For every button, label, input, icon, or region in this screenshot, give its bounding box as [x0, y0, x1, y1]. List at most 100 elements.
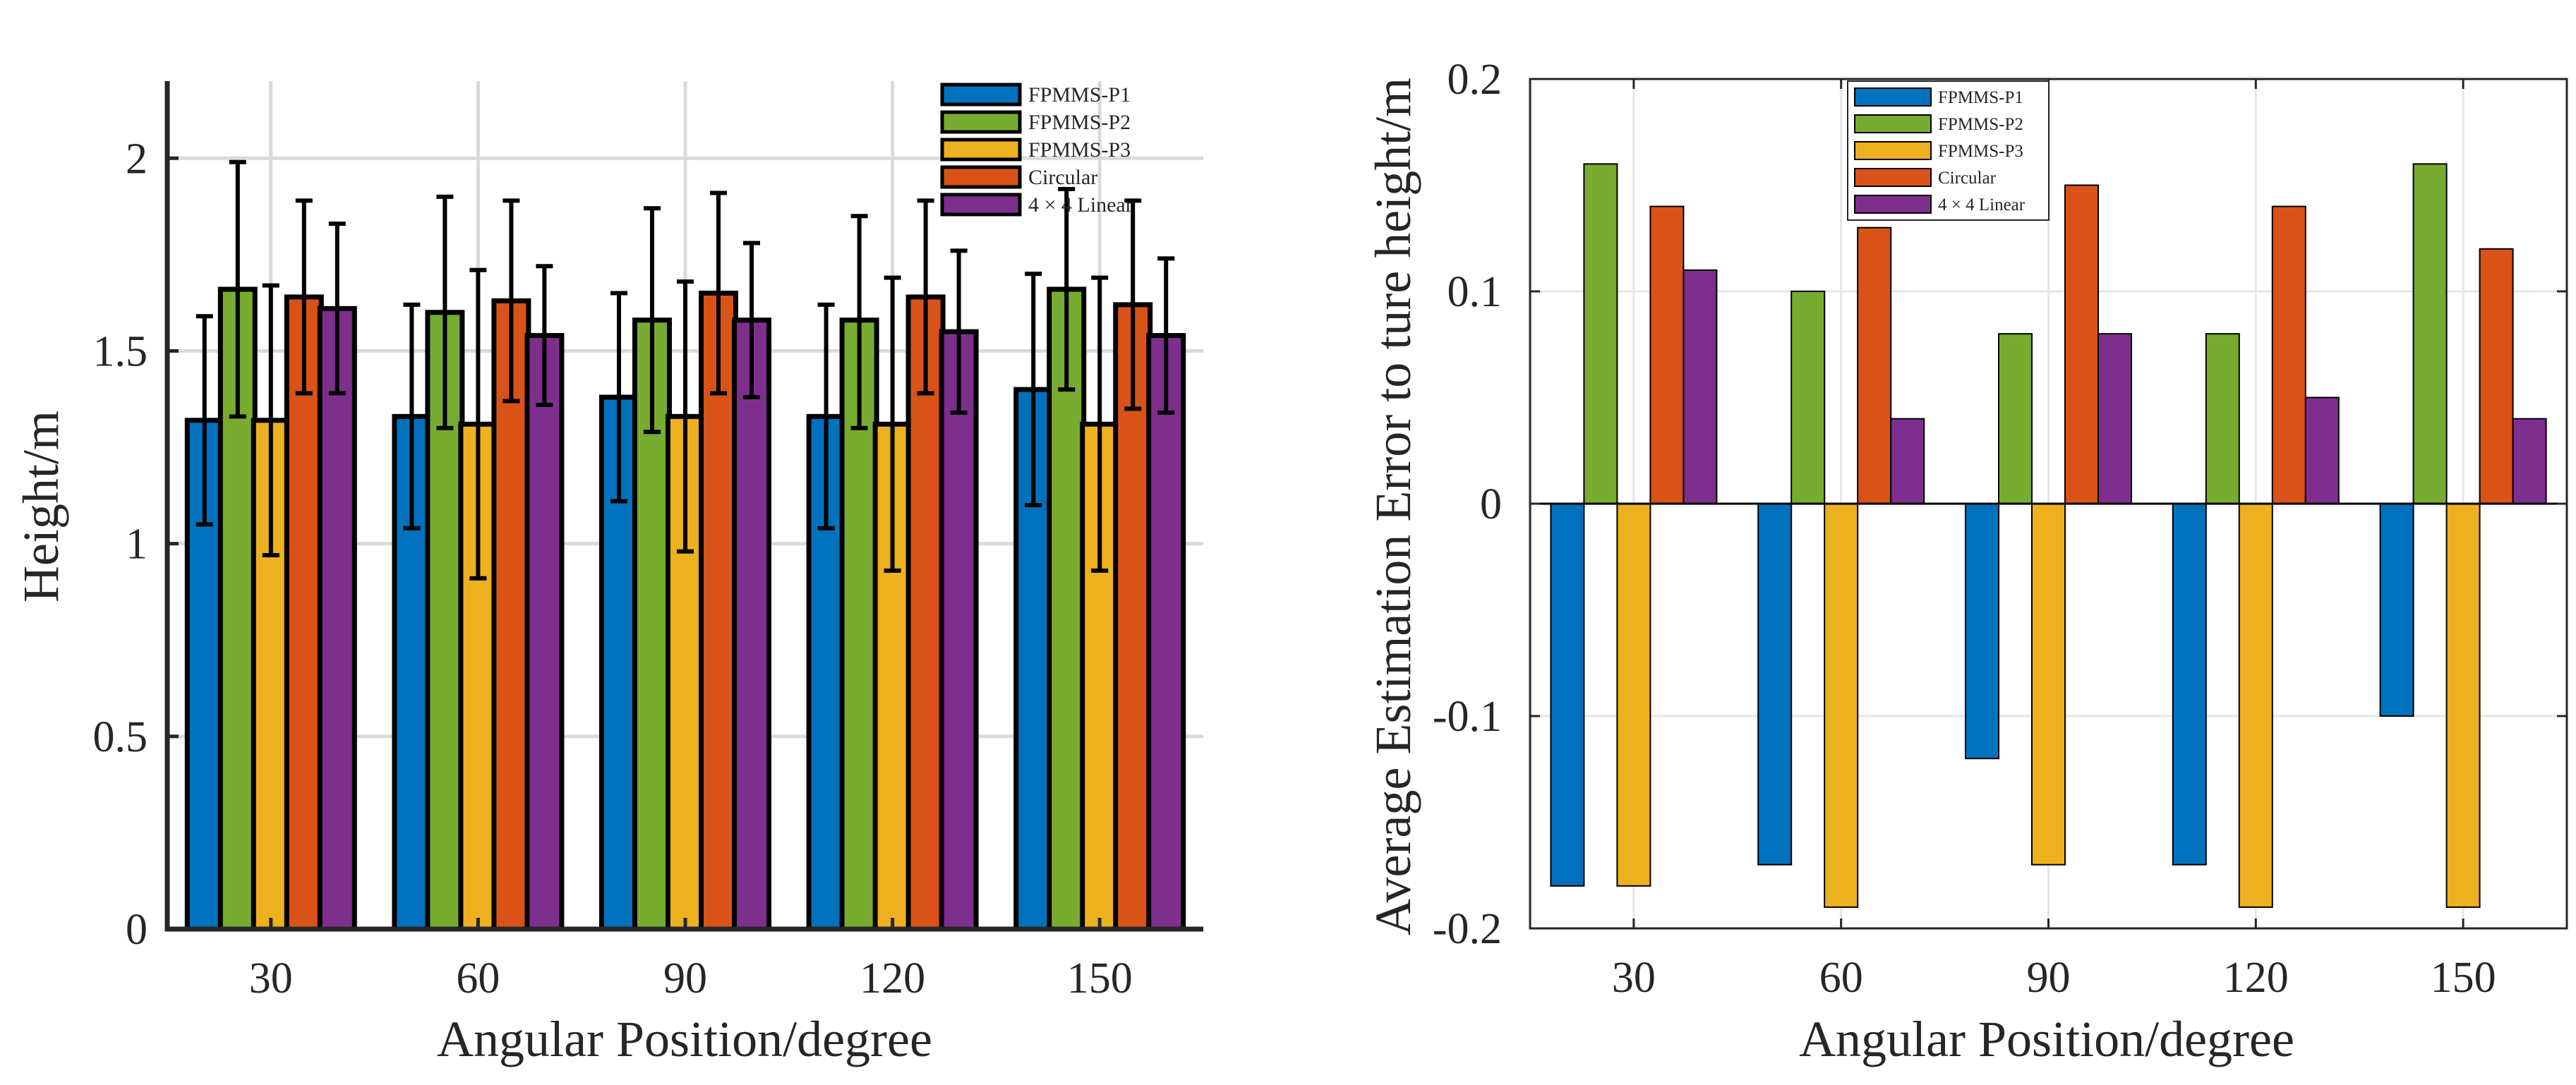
height-chart-y-axis-label: Height/m: [13, 411, 69, 602]
error-bar-circular-120: [917, 198, 934, 396]
height-chart-tick-labels: 0 0.5 1 1.5 2 30 60 90 120 150: [93, 135, 1133, 1002]
error-bar-circular-60: [502, 198, 520, 404]
legend-label-circular: Circular: [1028, 166, 1097, 189]
y-tick-label: 0.2: [1448, 56, 1503, 104]
bar-fpmms-p3-30: [1616, 503, 1651, 887]
error-bar-4-4-linear-120: [950, 248, 968, 415]
legend-label-4-4-linear: 4 × 4 Linear: [1938, 195, 2026, 214]
legend-item-4-4-linear: 4 × 4 Linear: [940, 193, 1133, 217]
legend-item-4-4-linear: 4 × 4 Linear: [1854, 195, 2026, 214]
error-bar-fpmms-p3-120: [884, 275, 901, 573]
error-bar-circular-150: [1124, 198, 1142, 411]
legend-item-circular: Circular: [1854, 168, 1997, 188]
x-tick-label: 120: [2223, 954, 2289, 1002]
x-tick-label: 120: [860, 954, 925, 1002]
bar-4-4-linear-120: [939, 329, 979, 932]
bar-fpmms-p3-90: [2031, 503, 2066, 866]
bar-circular-120: [2271, 205, 2306, 504]
bar-fpmms-p3-120: [2238, 503, 2273, 908]
bar-fpmms-p2-150: [2412, 163, 2448, 504]
legend-item-fpmms-p2: FPMMS-P2: [940, 110, 1131, 134]
legend-label-fpmms-p3: FPMMS-P3: [1028, 138, 1131, 162]
bar-fpmms-p1-120: [2172, 503, 2207, 866]
error-bar-fpmms-p1-150: [1025, 272, 1042, 507]
error-chart-y-axis-label: Average Estimation Error to ture height/…: [1365, 78, 1421, 935]
height-chart-x-axis-label: Angular Position/degree: [437, 1011, 932, 1067]
legend-swatch-fpmms-p1: [940, 83, 1022, 107]
legend-item-fpmms-p3: FPMMS-P3: [1854, 141, 2023, 161]
error-bar-fpmms-p2-120: [850, 214, 868, 430]
y-tick-label: 0.1: [1448, 268, 1503, 316]
legend-swatch-fpmms-p3: [940, 138, 1022, 162]
bar-fpmms-p1-60: [1757, 503, 1793, 866]
y-tick-label: 0: [126, 906, 148, 954]
x-tick-label: 90: [663, 954, 707, 1002]
error-chart: -0.2 -0.1 0 0.1 0.2 30 60 90 120 150 Angular Posi…: [1365, 56, 2568, 1067]
error-bar-fpmms-p1-60: [403, 302, 421, 531]
bar-circular-60: [1857, 226, 1892, 504]
legend-swatch-fpmms-p1: [1854, 87, 1932, 107]
y-tick-label: 0.5: [93, 713, 148, 761]
legend-swatch-fpmms-p2: [1854, 114, 1932, 133]
bar-fpmms-p3-60: [1824, 503, 1859, 908]
error-bar-fpmms-p1-90: [610, 291, 627, 504]
legend-item-fpmms-p1: FPMMS-P1: [940, 83, 1131, 107]
error-chart-axes: [1529, 78, 2568, 930]
error-bar-fpmms-p2-150: [1058, 186, 1076, 392]
bar-4-4-linear-30: [317, 305, 357, 932]
error-bar-fpmms-p3-30: [262, 283, 279, 558]
bar-circular-90: [2064, 184, 2099, 504]
error-bar-fpmms-p1-120: [817, 302, 835, 531]
x-tick-label: 30: [1612, 954, 1656, 1002]
x-tick-label: 60: [456, 954, 500, 1002]
error-bar-fpmms-p2-60: [436, 194, 454, 430]
legend-item-fpmms-p3: FPMMS-P3: [940, 138, 1131, 162]
legend-item-circular: Circular: [940, 165, 1097, 189]
bar-circular-150: [2479, 248, 2514, 504]
bar-4-4-linear-150: [2512, 418, 2547, 504]
legend-item-fpmms-p2: FPMMS-P2: [1854, 114, 2023, 134]
y-tick-label: -0.1: [1433, 693, 1502, 741]
legend-swatch-4-4-linear: [940, 193, 1022, 217]
error-bar-fpmms-p2-90: [644, 206, 661, 435]
error-bar-circular-30: [295, 198, 313, 396]
bar-fpmms-p2-150: [1047, 286, 1087, 932]
bar-fpmms-p2-30: [1583, 163, 1618, 504]
x-tick-label: 60: [1819, 954, 1863, 1002]
bar-4-4-linear-150: [1146, 333, 1186, 932]
legend-item-fpmms-p1: FPMMS-P1: [1854, 87, 2023, 107]
height-chart: 0 0.5 1 1.5 2 30 60 90 120 150 Angular Position/d…: [13, 81, 1203, 1067]
bar-4-4-linear-90: [732, 317, 771, 932]
bar-4-4-linear-90: [2097, 333, 2132, 505]
error-chart-x-axis-label: Angular Position/degree: [1799, 1011, 2294, 1067]
legend-label-fpmms-p2: FPMMS-P2: [1028, 111, 1131, 134]
error-bar-fpmms-p3-90: [677, 279, 694, 554]
error-bar-4-4-linear-60: [536, 264, 553, 407]
error-chart-tick-labels: -0.2 -0.1 0 0.1 0.2 30 60 90 120 150: [1433, 56, 2496, 1002]
y-tick-label: 0: [1480, 480, 1502, 528]
legend-swatch-circular: [940, 165, 1022, 189]
height-chart-legend: FPMMS-P1 FPMMS-P2 FPMMS-P3 Circular 4 × 4 Li…: [940, 83, 1133, 217]
legend-label-fpmms-p2: FPMMS-P2: [1938, 115, 2023, 134]
legend-swatch-fpmms-p3: [1854, 141, 1932, 160]
legend-swatch-fpmms-p2: [940, 110, 1022, 134]
y-tick-label: 2: [126, 135, 148, 183]
error-bar-4-4-linear-150: [1157, 256, 1175, 415]
x-tick-label: 150: [1067, 954, 1133, 1002]
bar-fpmms-p3-150: [2445, 503, 2481, 908]
bar-fpmms-p2-60: [1790, 291, 1826, 504]
legend-label-4-4-linear: 4 × 4 Linear: [1028, 193, 1133, 217]
y-tick-label: -0.2: [1433, 905, 1502, 953]
legend-label-fpmms-p1: FPMMS-P1: [1938, 88, 2023, 107]
error-bar-fpmms-p3-60: [469, 267, 487, 581]
bar-fpmms-p1-150: [2379, 503, 2414, 717]
height-chart-error-bars: [195, 159, 1175, 581]
bar-4-4-linear-60: [1890, 418, 1925, 504]
bar-circular-30: [1649, 205, 1685, 504]
x-tick-label: 30: [249, 954, 293, 1002]
bar-4-4-linear-120: [2304, 396, 2340, 504]
bar-4-4-linear-60: [524, 333, 565, 932]
legend-label-fpmms-p1: FPMMS-P1: [1028, 83, 1131, 107]
x-tick-label: 150: [2431, 954, 2496, 1002]
